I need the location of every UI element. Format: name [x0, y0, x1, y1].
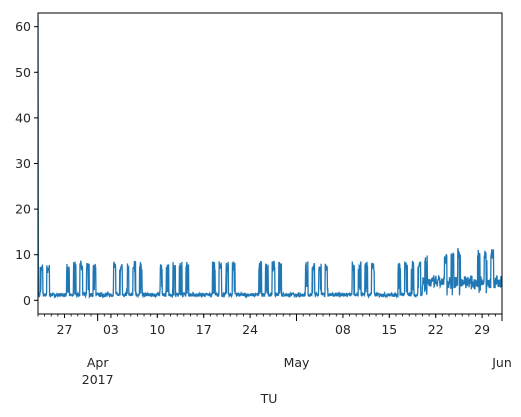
x-major-tick-label: Apr: [87, 355, 109, 370]
x-tick-label: 08: [335, 322, 351, 337]
series-line-tu: [38, 17, 502, 300]
plot-frame: [37, 12, 503, 315]
x-major-tick-sublabel: 2017: [82, 372, 114, 387]
x-tick-label: 15: [381, 322, 397, 337]
y-tick-label: 10: [15, 247, 31, 262]
x-tick-label: 24: [242, 322, 258, 337]
x-tick-label: 10: [149, 322, 165, 337]
y-tick-label: 50: [15, 65, 31, 80]
y-tick-label: 40: [15, 110, 31, 125]
y-tick-label: 20: [15, 202, 31, 217]
y-tick-label: 0: [23, 293, 31, 308]
x-tick-label: 22: [428, 322, 444, 337]
plot-background: [38, 13, 502, 314]
x-major-tick-label: Jun: [491, 355, 512, 370]
x-tick-label: 27: [57, 322, 73, 337]
x-axis-label: TU: [260, 391, 278, 406]
y-tick-label: 30: [15, 156, 31, 171]
y-tick-label: 60: [15, 19, 31, 34]
x-tick-label: 29: [474, 322, 490, 337]
x-tick-label: 03: [103, 322, 119, 337]
x-tick-label: 17: [196, 322, 212, 337]
x-major-tick-label: May: [284, 355, 310, 370]
